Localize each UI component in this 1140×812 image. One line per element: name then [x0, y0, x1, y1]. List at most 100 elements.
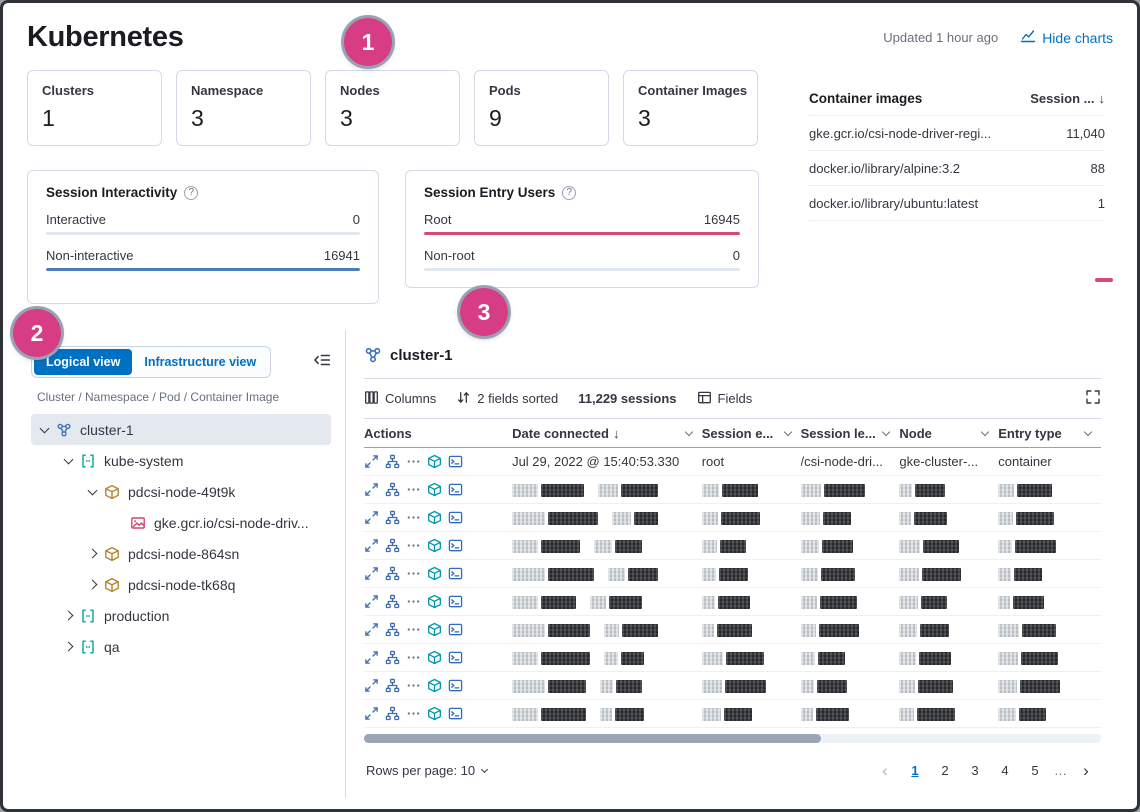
- horizontal-scrollbar[interactable]: [364, 734, 1101, 743]
- container-image-row[interactable]: gke.gcr.io/csi-node-driver-regi... 11,04…: [809, 116, 1105, 151]
- session-row[interactable]: [364, 672, 1101, 700]
- page-1-button[interactable]: 1: [902, 757, 928, 783]
- tree-item-qa[interactable]: qa: [31, 631, 331, 662]
- expand-session-icon[interactable]: [364, 622, 379, 637]
- analyzer-cube-icon[interactable]: [427, 650, 442, 665]
- process-tree-icon[interactable]: [385, 538, 400, 553]
- expand-session-icon[interactable]: [364, 454, 379, 469]
- tree-item-pdcsi-node-864sn[interactable]: pdcsi-node-864sn: [31, 538, 331, 569]
- session-row[interactable]: [364, 560, 1101, 588]
- chevron-down-icon[interactable]: [980, 427, 990, 437]
- tree-item-pdcsi-node-tk68q[interactable]: pdcsi-node-tk68q: [31, 569, 331, 600]
- more-actions-icon[interactable]: [406, 482, 421, 497]
- session-row[interactable]: [364, 476, 1101, 504]
- expand-session-icon[interactable]: [364, 706, 379, 721]
- session-row[interactable]: [364, 700, 1101, 728]
- session-row[interactable]: [364, 644, 1101, 672]
- logical-view-button[interactable]: Logical view: [34, 349, 133, 375]
- infrastructure-view-button[interactable]: Infrastructure view: [132, 349, 268, 375]
- sort-fields-button[interactable]: 2 fields sorted: [456, 390, 558, 408]
- column-header-date-connected[interactable]: Date connected ↓: [512, 426, 702, 441]
- session-terminal-icon[interactable]: [448, 538, 463, 553]
- container-image-row[interactable]: docker.io/library/ubuntu:latest 1: [809, 186, 1105, 221]
- session-row[interactable]: [364, 588, 1101, 616]
- chevron-down-icon[interactable]: [1083, 427, 1093, 437]
- tree-item-production[interactable]: production: [31, 600, 331, 631]
- column-header-session-le[interactable]: Session le...: [801, 426, 900, 441]
- hide-charts-button[interactable]: Hide charts: [1020, 28, 1113, 47]
- analyzer-cube-icon[interactable]: [427, 678, 442, 693]
- page-5-button[interactable]: 5: [1022, 757, 1048, 783]
- scrollbar-thumb[interactable]: [364, 734, 821, 743]
- tree-expander-icon[interactable]: [87, 548, 98, 559]
- session-terminal-icon[interactable]: [448, 482, 463, 497]
- tree-expander-icon[interactable]: [63, 641, 74, 652]
- expand-session-icon[interactable]: [364, 538, 379, 553]
- more-actions-icon[interactable]: [406, 594, 421, 609]
- more-actions-icon[interactable]: [406, 566, 421, 581]
- session-terminal-icon[interactable]: [448, 566, 463, 581]
- tree-expander-icon[interactable]: [87, 579, 98, 590]
- more-actions-icon[interactable]: [406, 454, 421, 469]
- column-header-session-e[interactable]: Session e...: [702, 426, 801, 441]
- process-tree-icon[interactable]: [385, 510, 400, 525]
- process-tree-icon[interactable]: [385, 454, 400, 469]
- prev-page-button[interactable]: ‹: [872, 757, 898, 783]
- session-terminal-icon[interactable]: [448, 510, 463, 525]
- rows-per-page-button[interactable]: Rows per page: 10: [366, 763, 489, 778]
- process-tree-icon[interactable]: [385, 678, 400, 693]
- tree-expander-icon[interactable]: [63, 610, 74, 621]
- help-icon[interactable]: ?: [184, 185, 199, 200]
- fullscreen-button[interactable]: [1085, 389, 1101, 408]
- session-row[interactable]: [364, 504, 1101, 532]
- analyzer-cube-icon[interactable]: [427, 566, 442, 581]
- tree-item-pdcsi-node-49t9k[interactable]: pdcsi-node-49t9k: [31, 476, 331, 507]
- session-terminal-icon[interactable]: [448, 454, 463, 469]
- tree-item-cluster-1[interactable]: cluster-1: [31, 414, 331, 445]
- analyzer-cube-icon[interactable]: [427, 482, 442, 497]
- expand-session-icon[interactable]: [364, 566, 379, 581]
- tree-item-gke-gcr-io-csi-node-driv[interactable]: gke.gcr.io/csi-node-driv...: [31, 507, 331, 538]
- more-actions-icon[interactable]: [406, 622, 421, 637]
- analyzer-cube-icon[interactable]: [427, 706, 442, 721]
- more-actions-icon[interactable]: [406, 678, 421, 693]
- column-header-node[interactable]: Node: [899, 426, 998, 441]
- column-header-entry-type[interactable]: Entry type: [998, 426, 1101, 441]
- fields-button[interactable]: Fields: [697, 390, 752, 408]
- process-tree-icon[interactable]: [385, 622, 400, 637]
- session-row[interactable]: [364, 532, 1101, 560]
- page-3-button[interactable]: 3: [962, 757, 988, 783]
- analyzer-cube-icon[interactable]: [427, 454, 442, 469]
- chevron-down-icon[interactable]: [882, 427, 891, 437]
- more-actions-icon[interactable]: [406, 706, 421, 721]
- session-terminal-icon[interactable]: [448, 622, 463, 637]
- page-4-button[interactable]: 4: [992, 757, 1018, 783]
- next-page-button[interactable]: ›: [1073, 757, 1099, 783]
- session-row[interactable]: [364, 616, 1101, 644]
- tree-expander-icon[interactable]: [39, 423, 50, 434]
- session-count-sort-header[interactable]: Session ... ↓: [1030, 91, 1105, 106]
- help-icon[interactable]: ?: [562, 185, 577, 200]
- more-actions-icon[interactable]: [406, 538, 421, 553]
- analyzer-cube-icon[interactable]: [427, 510, 442, 525]
- container-image-row[interactable]: docker.io/library/alpine:3.2 88: [809, 151, 1105, 186]
- analyzer-cube-icon[interactable]: [427, 594, 442, 609]
- collapse-tree-button[interactable]: [313, 351, 331, 374]
- expand-session-icon[interactable]: [364, 678, 379, 693]
- more-actions-icon[interactable]: [406, 510, 421, 525]
- process-tree-icon[interactable]: [385, 566, 400, 581]
- session-terminal-icon[interactable]: [448, 678, 463, 693]
- analyzer-cube-icon[interactable]: [427, 622, 442, 637]
- expand-session-icon[interactable]: [364, 650, 379, 665]
- tree-expander-icon[interactable]: [87, 485, 98, 496]
- tree-item-kube-system[interactable]: kube-system: [31, 445, 331, 476]
- more-actions-icon[interactable]: [406, 650, 421, 665]
- expand-session-icon[interactable]: [364, 482, 379, 497]
- process-tree-icon[interactable]: [385, 594, 400, 609]
- columns-button[interactable]: Columns: [364, 390, 436, 408]
- page-2-button[interactable]: 2: [932, 757, 958, 783]
- analyzer-cube-icon[interactable]: [427, 538, 442, 553]
- session-terminal-icon[interactable]: [448, 650, 463, 665]
- session-terminal-icon[interactable]: [448, 706, 463, 721]
- process-tree-icon[interactable]: [385, 650, 400, 665]
